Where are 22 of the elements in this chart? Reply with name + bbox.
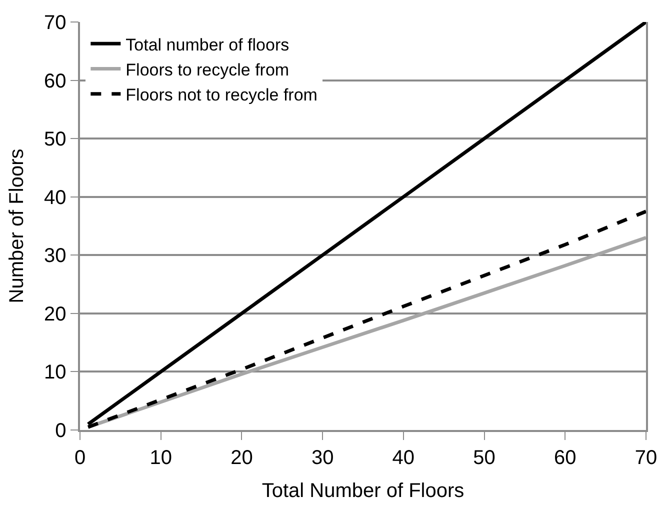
x-tick-label: 40 bbox=[392, 446, 415, 469]
line-series bbox=[86, 22, 646, 426]
y-tick-label: 50 bbox=[44, 128, 66, 151]
legend-label: Floors to recycle from bbox=[126, 60, 290, 80]
y-tick-label: 30 bbox=[44, 245, 66, 268]
y-tick-label: 0 bbox=[55, 420, 66, 442]
x-tick-label: 20 bbox=[230, 446, 253, 469]
y-tick-label: 70 bbox=[44, 12, 66, 34]
y-tick-label: 40 bbox=[44, 186, 66, 209]
legend-label: Floors not to recycle from bbox=[126, 85, 318, 104]
x-tick-label: 30 bbox=[311, 446, 334, 469]
x-tick-label: 10 bbox=[150, 446, 172, 469]
y-tick-label: 60 bbox=[44, 70, 66, 92]
x-axis-title: Total Number of Floors bbox=[262, 480, 464, 502]
legend-label: Total number of floors bbox=[126, 35, 290, 54]
x-tick-label: 0 bbox=[74, 446, 86, 469]
y-axis-title: Number of Floors bbox=[6, 148, 28, 304]
x-tick-label: 50 bbox=[473, 446, 496, 469]
y-tick-label: 20 bbox=[44, 303, 66, 326]
y-tick-label: 10 bbox=[44, 362, 66, 384]
x-tick-label: 70 bbox=[634, 446, 658, 469]
x-tick-label: 60 bbox=[554, 446, 576, 469]
